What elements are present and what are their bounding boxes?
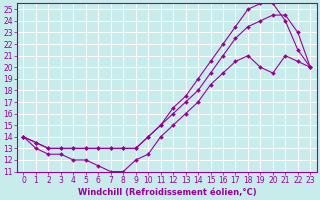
X-axis label: Windchill (Refroidissement éolien,°C): Windchill (Refroidissement éolien,°C) <box>77 188 256 197</box>
